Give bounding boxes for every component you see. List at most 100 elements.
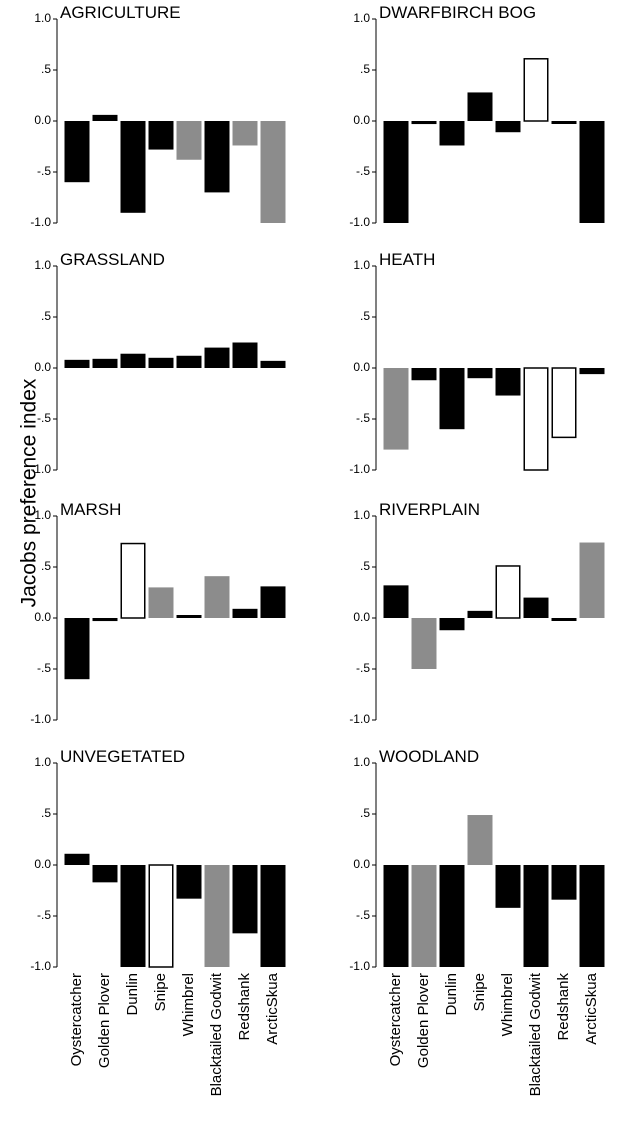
category-label: Oystercatcher (387, 973, 404, 1066)
category-label: ArcticSkua (264, 972, 281, 1044)
panel-title: GRASSLAND (60, 250, 165, 269)
bar-dunlin (440, 865, 465, 967)
y-tick-label: 1.0 (353, 11, 370, 25)
category-label: Dunlin (124, 973, 141, 1016)
panel-heath: HEATH 1.0 .5 0.0 -.5 -1.0 (349, 250, 604, 476)
bar-oystercatcher (65, 618, 90, 679)
category-label: Blacktailed Godwit (208, 972, 225, 1096)
panel-dwarfbirch-bog: DWARFBIRCH BOG 1.0 .5 0.0 -.5 -1.0 (349, 3, 604, 229)
category-label: Dunlin (443, 973, 460, 1016)
bar-golden-plover (412, 368, 437, 380)
y-tick-label: .5 (360, 559, 370, 573)
bar-redshank (233, 609, 258, 618)
bar-dunlin (121, 865, 146, 967)
category-label: Golden Plover (415, 973, 432, 1068)
bar-blacktailed-godwit (524, 59, 548, 121)
bar-arcticskua (580, 865, 605, 967)
category-label: Snipe (152, 973, 169, 1011)
panel-unvegetated: UNVEGETATED 1.0 .5 0.0 -.5 -1.0 Oystercatcher G… (30, 747, 285, 1096)
category-label: Whimbrel (499, 973, 516, 1036)
bar-blacktailed-godwit (205, 121, 230, 192)
panel-title: MARSH (60, 500, 121, 519)
bar-golden-plover (93, 618, 118, 621)
bar-arcticskua (261, 865, 286, 967)
bar-oystercatcher (65, 121, 90, 182)
y-tick-label: .5 (41, 309, 51, 323)
y-tick-label: 1.0 (34, 508, 51, 522)
y-tick-label: -.5 (356, 908, 370, 922)
panel-title: DWARFBIRCH BOG (379, 3, 536, 22)
y-tick-label: -.5 (37, 164, 51, 178)
bar-whimbrel (496, 566, 520, 618)
bar-oystercatcher (384, 585, 409, 618)
bar-dunlin (121, 544, 145, 618)
y-tick-label: 0.0 (34, 360, 51, 374)
bar-blacktailed-godwit (205, 865, 230, 967)
y-tick-label: -1.0 (349, 462, 370, 476)
bar-oystercatcher (384, 121, 409, 223)
bar-snipe (149, 587, 174, 618)
bar-redshank (552, 121, 577, 124)
panel-title: AGRICULTURE (60, 3, 181, 22)
bar-redshank (552, 618, 577, 621)
bar-blacktailed-godwit (524, 598, 549, 618)
bar-whimbrel (496, 368, 521, 396)
y-tick-label: .5 (360, 309, 370, 323)
y-tick-label: 0.0 (353, 360, 370, 374)
y-tick-label: .5 (41, 62, 51, 76)
category-label: Blacktailed Godwit (527, 972, 544, 1096)
bar-golden-plover (93, 115, 118, 121)
y-tick-label: .5 (360, 806, 370, 820)
y-tick-label: 0.0 (353, 857, 370, 871)
y-tick-label: -1.0 (30, 712, 51, 726)
bar-oystercatcher (65, 854, 90, 865)
y-tick-label: -1.0 (30, 959, 51, 973)
bar-whimbrel (177, 121, 202, 160)
bar-snipe (149, 121, 174, 150)
y-tick-label: -1.0 (30, 215, 51, 229)
bar-redshank (233, 121, 258, 145)
bar-blacktailed-godwit (524, 865, 549, 967)
panel-title: UNVEGETATED (60, 747, 185, 766)
bar-snipe (468, 611, 493, 618)
panel-title: WOODLAND (379, 747, 479, 766)
bar-snipe (468, 92, 493, 121)
bar-whimbrel (496, 865, 521, 908)
panel-title: HEATH (379, 250, 435, 269)
bar-golden-plover (93, 359, 118, 368)
panel-marsh: MARSH 1.0 .5 0.0 -.5 -1.0 (30, 500, 285, 726)
y-tick-label: -.5 (356, 411, 370, 425)
category-label: Snipe (471, 973, 488, 1011)
bar-redshank (552, 865, 577, 900)
bar-dunlin (121, 121, 146, 213)
bar-whimbrel (177, 356, 202, 368)
bar-whimbrel (177, 865, 202, 899)
y-tick-label: -1.0 (349, 959, 370, 973)
bar-arcticskua (580, 543, 605, 618)
bar-whimbrel (177, 615, 202, 618)
bar-redshank (233, 865, 258, 933)
panel-woodland: WOODLAND 1.0 .5 0.0 -.5 -1.0 Oystercatcher Gold… (349, 747, 604, 1096)
panels-grid: AGRICULTURE 1.0 .5 0.0 -.5 -1.0 DWARFBIRCH BOG… (30, 3, 604, 1096)
bar-snipe (149, 865, 173, 967)
bar-dunlin (440, 368, 465, 429)
y-tick-label: -.5 (37, 661, 51, 675)
y-tick-label: 1.0 (353, 508, 370, 522)
bar-redshank (552, 368, 576, 437)
bar-arcticskua (580, 368, 605, 374)
bar-redshank (233, 343, 258, 369)
y-tick-label: -1.0 (349, 215, 370, 229)
category-label: Golden Plover (96, 973, 113, 1068)
y-tick-label: 0.0 (353, 610, 370, 624)
y-tick-label: 1.0 (34, 755, 51, 769)
y-tick-label: 1.0 (34, 258, 51, 272)
bar-golden-plover (412, 865, 437, 967)
panel-riverplain: RIVERPLAIN1.0.50.0-.5-1.0 (349, 500, 604, 726)
y-tick-label: 1.0 (353, 258, 370, 272)
y-tick-label: .5 (360, 62, 370, 76)
bar-oystercatcher (65, 360, 90, 368)
bar-dunlin (440, 121, 465, 145)
y-tick-label: -.5 (37, 908, 51, 922)
bar-arcticskua (261, 121, 286, 223)
